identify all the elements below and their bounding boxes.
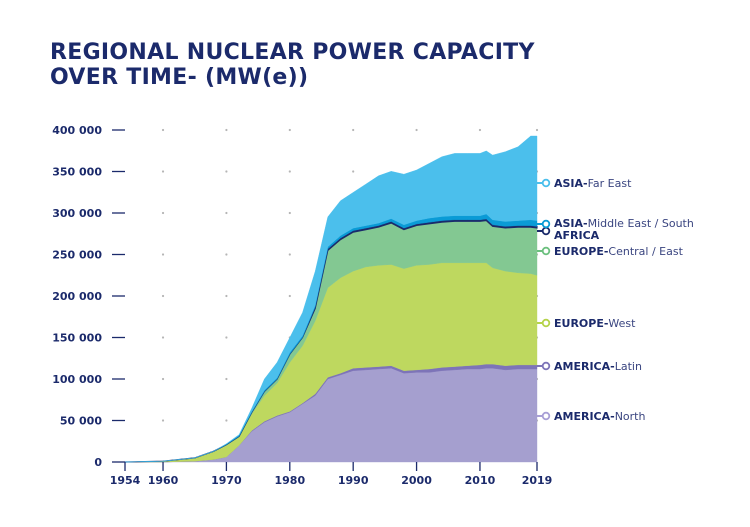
grid-dot [225, 336, 228, 339]
grid-dot [161, 128, 165, 132]
y-tick-label: 100 000 [52, 373, 102, 386]
legend-item: AMERICA-North [537, 410, 645, 423]
grid-dot [288, 253, 291, 256]
x-tick-label: 1970 [211, 474, 242, 487]
y-tick-label: 0 [94, 456, 102, 469]
legend-item: EUROPE-West [537, 317, 636, 330]
legend-label: AMERICA-North [554, 410, 645, 423]
grid-dot [478, 128, 482, 132]
areas [124, 135, 538, 463]
grid-dot [225, 377, 228, 381]
grid-dot [535, 128, 539, 132]
legend-label: ASIA-Far East [554, 177, 632, 190]
grid-dot [352, 128, 355, 132]
grid-dot [225, 419, 228, 422]
grid-dot [352, 170, 355, 173]
grid-dot [288, 294, 291, 298]
y-tick-label: 300 000 [52, 207, 102, 220]
y-tick-label: 50 000 [60, 415, 102, 428]
grid-dot [161, 419, 165, 422]
x-tick-label: 1990 [338, 474, 369, 487]
grid-dot [225, 128, 228, 132]
grid-dot [225, 253, 228, 256]
y-tick-label: 250 000 [52, 249, 102, 262]
legend-label: EUROPE-Central / East [554, 245, 684, 258]
area-america-north [125, 367, 538, 463]
grid-dot [225, 294, 228, 298]
grid-dot [161, 294, 165, 298]
grid-dot [288, 211, 291, 215]
legend-item: ASIA-Middle East / South [537, 217, 694, 230]
legend-marker-icon [541, 219, 551, 229]
chart-title-line-2: OVER TIME- (MW(e)) [50, 65, 309, 90]
x-tick-label: 2010 [465, 474, 496, 487]
legend-marker-icon [541, 361, 551, 371]
grid-dot [161, 211, 165, 215]
legend: AMERICA-North AMERICA-Latin EUROPE-West EUR… [537, 177, 694, 423]
legend-item: EUROPE-Central / East [537, 245, 684, 258]
y-tick-label: 150 000 [52, 332, 102, 345]
x-tick-label: 2019 [522, 474, 553, 487]
legend-marker-icon [541, 246, 551, 256]
legend-marker-icon [541, 226, 551, 236]
grid-dot [288, 128, 291, 132]
chart-title: REGIONAL NUCLEAR POWER CAPACITY OVER TIM… [50, 40, 535, 90]
legend-label: ASIA-Middle East / South [554, 217, 694, 230]
grid-dot [225, 211, 228, 215]
axes: 0 50 000 100 000 150 000 200 000 250 000 300 0… [52, 124, 552, 487]
x-tick-label: 1954 [110, 474, 141, 487]
grid-dot [161, 170, 165, 173]
x-tick-label: 2000 [401, 474, 432, 487]
chart-title-line-1: REGIONAL NUCLEAR POWER CAPACITY [50, 40, 535, 65]
legend-marker-icon [541, 178, 551, 188]
grid-dot [161, 336, 165, 339]
area-asia-far-east [124, 135, 538, 463]
legend-marker-icon [541, 318, 551, 328]
x-tick-label: 1960 [148, 474, 179, 487]
legend-item: AMERICA-Latin [537, 360, 642, 373]
legend-label: EUROPE-West [554, 317, 636, 330]
grid-dot [225, 170, 228, 173]
legend-item: ASIA-Far East [537, 177, 632, 190]
grid-dot [161, 377, 165, 381]
legend-label: AMERICA-Latin [554, 360, 642, 373]
legend-marker-icon [541, 411, 551, 421]
grid-dot [288, 170, 291, 173]
legend-label: AFRICA [554, 229, 600, 242]
x-tick-label: 1980 [274, 474, 305, 487]
grid-dot [415, 128, 418, 132]
y-tick-label: 350 000 [52, 166, 102, 179]
grid-dot [161, 253, 165, 256]
y-tick-label: 200 000 [52, 290, 102, 303]
y-tick-label: 400 000 [52, 124, 102, 137]
